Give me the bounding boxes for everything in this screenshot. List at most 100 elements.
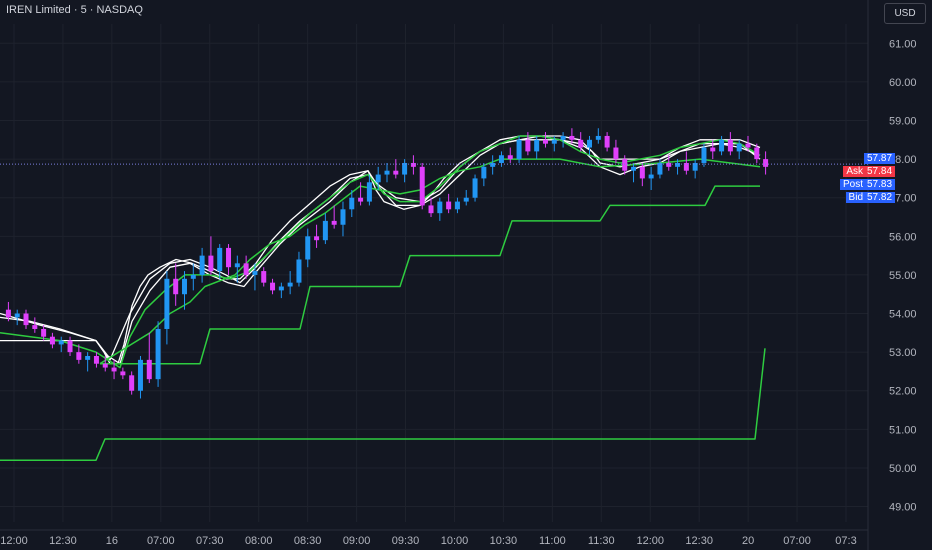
candle-body [507,155,513,160]
y-tick-label: 52.00 [889,386,917,398]
candle-body [181,278,187,295]
candle-body [164,278,170,329]
candle-body [252,271,258,275]
candle-body [349,197,355,210]
series-line [100,185,760,365]
x-tick-label: 11:30 [588,535,615,547]
candle-body [76,352,82,360]
candle-body [490,162,496,167]
series-line [0,135,761,361]
candle-body [217,247,223,272]
candle-body [402,162,408,175]
candle-body [375,174,381,183]
candle-body [587,139,593,148]
y-tick-label: 60.00 [889,77,917,89]
candle-body [393,170,399,175]
y-tick-label: 51.00 [889,424,917,436]
y-tick-label: 58.00 [889,154,917,166]
candle-body [14,313,20,318]
candle-body [578,139,584,148]
candle-body [261,271,267,283]
candle-body [719,139,725,152]
candle-body [41,328,47,337]
candle-body [516,139,522,160]
candle-body [736,143,742,152]
candle-body [692,162,698,171]
y-tick-label: 59.00 [889,116,917,128]
candle-body [745,143,751,148]
candle-body [111,367,117,372]
series-line [0,139,761,365]
x-tick-label: 12:30 [49,535,77,547]
candle-body [763,159,769,167]
candle-body [340,209,346,225]
candle-body [243,263,249,275]
x-tick-label: 11:00 [539,535,566,547]
candle-body [595,135,601,140]
candle-body [366,182,372,202]
candle-body [322,220,328,241]
x-tick-label: 08:30 [294,535,322,547]
y-tick-label: 50.00 [889,463,917,475]
x-tick-label: 12:30 [685,535,713,547]
candle-body [525,139,531,152]
candle-body [23,313,29,326]
candle-body [657,162,663,175]
x-tick-label: 08:00 [245,535,273,547]
candle-body [542,139,548,144]
candle-body [666,162,672,167]
candle-body [551,139,557,144]
candle-body [58,340,64,345]
candle-body [419,166,425,206]
x-tick-label: 10:30 [490,535,518,547]
currency-button[interactable]: USD [884,3,926,24]
symbol-title: IREN Limited · 5 · NASDAQ [6,4,143,16]
series-line [0,135,761,369]
y-tick-label: 61.00 [889,38,917,50]
candle-body [226,247,232,268]
candle-body [5,309,11,318]
price-tag-label: Bid [845,192,866,203]
x-tick-label: 07:30 [196,535,224,547]
candle-body [85,356,91,360]
x-tick-label: 07:00 [147,535,175,547]
candle-body [569,135,575,140]
candle-body [278,286,284,291]
candle-body [146,359,152,380]
candle-body [710,147,716,152]
series-line [0,135,761,365]
price-tag-value: 57.84 [864,166,896,177]
candle-body [454,201,460,210]
candle-body [155,328,161,380]
y-tick-label: 54.00 [889,309,917,321]
candle-body [32,325,38,329]
candle-body [331,220,337,225]
candle-body [675,162,681,167]
y-tick-label: 57.00 [889,193,917,205]
x-tick-label: 09:00 [343,535,371,547]
candle-body [234,263,240,268]
candle-body [129,375,135,391]
y-tick-label: 53.00 [889,347,917,359]
candle-body [727,139,733,152]
candle-body [358,197,364,202]
candle-body [287,282,293,287]
x-tick-label: 07:3 [835,535,856,547]
candle-body [631,166,637,171]
candle-body [208,255,214,272]
x-tick-label: 16 [106,535,118,547]
price-tag-value: 57.83 [864,179,896,190]
price-tag-value: 57.87 [864,153,896,164]
candle-body [446,201,452,210]
series-line [99,158,761,365]
x-tick-label: 20 [742,535,754,547]
candle-body [648,174,654,179]
candle-body [137,359,143,391]
candle-body [498,155,504,163]
price-tag-value: 57.82 [864,192,896,203]
candle-body [190,274,196,279]
candle-body [560,135,566,140]
x-tick-label: 10:00 [441,535,469,547]
candle-body [270,282,276,291]
